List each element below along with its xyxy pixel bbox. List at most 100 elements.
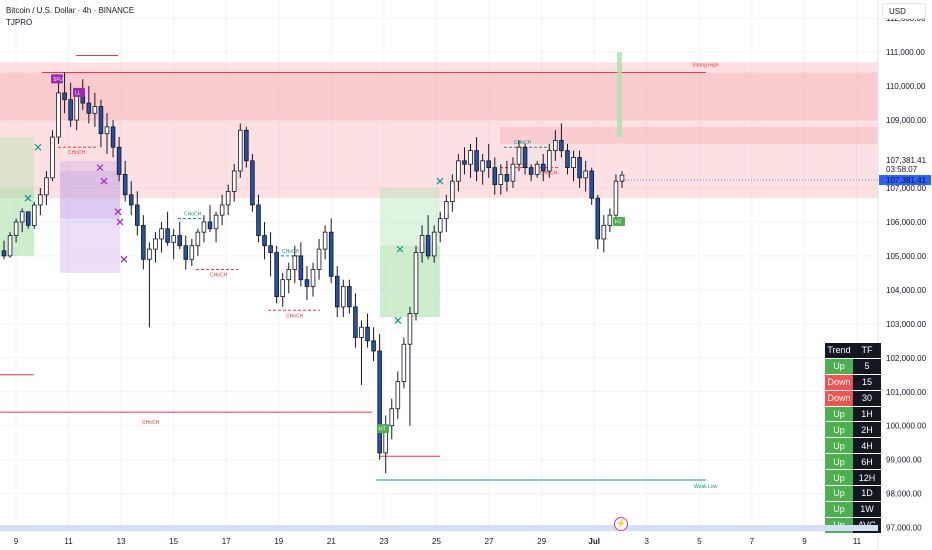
currency-button[interactable]: USD <box>882 3 926 19</box>
tf-cell: 1D <box>853 485 881 502</box>
candle <box>141 215 146 270</box>
candle-up <box>92 106 98 114</box>
candle <box>425 215 431 260</box>
tf-cell: 1H <box>853 406 881 423</box>
time-tick-label: 3 <box>645 537 650 546</box>
candle <box>607 208 613 233</box>
candle-up <box>601 224 607 240</box>
cross-marker <box>394 317 402 324</box>
candle-down <box>1 250 7 257</box>
candle <box>559 123 564 158</box>
indicator-name[interactable]: TJPRO <box>6 18 33 27</box>
candle <box>56 75 61 144</box>
candle <box>613 174 619 222</box>
candle <box>1 240 7 260</box>
candles-layer <box>1 72 625 474</box>
symbol-title[interactable]: Bitcoin / U.S. Dollar · 4h · BINANCE <box>6 6 135 15</box>
candle <box>347 279 352 314</box>
bos-marker <box>73 87 85 97</box>
candle-up <box>619 174 625 182</box>
candle-up <box>571 157 576 169</box>
candle <box>268 232 273 277</box>
candle <box>104 113 110 155</box>
chart-header: Bitcoin / U.S. Dollar · 4h · BINANCE TJP… <box>6 5 134 29</box>
flash-icon[interactable]: ⚡ <box>614 517 628 531</box>
trend-row: Up 12H <box>825 469 881 487</box>
cross-marker <box>96 164 104 172</box>
candle <box>547 143 552 178</box>
zone-demand <box>380 245 440 318</box>
candle <box>510 157 516 188</box>
price-tick-label: 111,000.00 <box>886 48 925 57</box>
candle <box>128 181 134 216</box>
choch-small-label: CHoCH <box>184 212 202 218</box>
trend-cell: Down <box>825 374 853 391</box>
candle <box>395 371 401 419</box>
candle-up <box>38 194 43 206</box>
candle <box>377 334 382 460</box>
candle-up <box>225 190 231 206</box>
choch-small-label: CHoCH <box>210 273 228 279</box>
candle <box>189 238 195 267</box>
candle <box>177 221 182 250</box>
candle <box>468 143 473 178</box>
candle <box>444 194 449 233</box>
candle-up <box>238 129 243 172</box>
candle-down <box>353 306 358 338</box>
candle-down <box>328 231 334 277</box>
time-tick-label: 27 <box>485 537 494 546</box>
candle <box>7 232 13 258</box>
candle-up <box>510 163 516 182</box>
zone-supply <box>500 126 878 144</box>
last-price-label: 107,381.41 <box>886 156 927 165</box>
zones-layer <box>0 62 878 318</box>
candle-up <box>322 231 328 250</box>
cross-marker <box>114 208 122 216</box>
time-tick-label: 11 <box>853 537 862 546</box>
candle-down <box>565 150 570 169</box>
candle <box>62 72 67 114</box>
candle-down <box>528 167 534 175</box>
price-tick-label: 99,000.00 <box>886 456 922 465</box>
candle-down <box>141 224 146 260</box>
price-tick-label: 97,000.00 <box>886 524 922 533</box>
trend-row: Up 5 <box>825 358 881 375</box>
candle <box>171 228 176 260</box>
candle-down <box>365 326 370 342</box>
trend-cell: Up <box>825 485 853 502</box>
trend-cell: Up <box>825 421 853 439</box>
candle-up <box>310 269 316 287</box>
time-axis: 9 11 13 15 17 19 21 23 25 27 29 Jul 3 5 7 9 11 <box>14 537 862 546</box>
strong-high-label: Strong High <box>692 63 719 69</box>
candle <box>13 218 19 243</box>
bos-marker-label: LL <box>75 90 81 96</box>
candle-down <box>504 174 510 182</box>
choch-small-label: CHoCH <box>68 150 86 156</box>
candle <box>583 160 588 192</box>
candle <box>280 272 285 307</box>
candle <box>619 171 625 188</box>
candle-up <box>159 228 164 240</box>
candle <box>322 225 328 260</box>
candle-down <box>589 170 594 199</box>
candle <box>371 327 376 362</box>
cross-marker <box>34 143 42 151</box>
candle-down <box>462 160 467 165</box>
candle <box>534 160 540 178</box>
candle-up <box>450 180 455 202</box>
tf-header: TF <box>853 343 881 359</box>
candle-up <box>74 95 79 121</box>
choch-small-label: CHoCH <box>282 249 300 255</box>
candle-down <box>62 92 67 101</box>
candle <box>201 215 207 243</box>
candle-up <box>613 180 619 216</box>
candle-up <box>547 150 552 172</box>
candle-down <box>116 146 122 175</box>
candle-down <box>268 245 273 253</box>
candle-down <box>522 146 528 169</box>
candle <box>153 232 158 263</box>
trend-cell: Up <box>825 406 853 423</box>
candle <box>601 215 607 253</box>
candle-up <box>437 218 443 233</box>
